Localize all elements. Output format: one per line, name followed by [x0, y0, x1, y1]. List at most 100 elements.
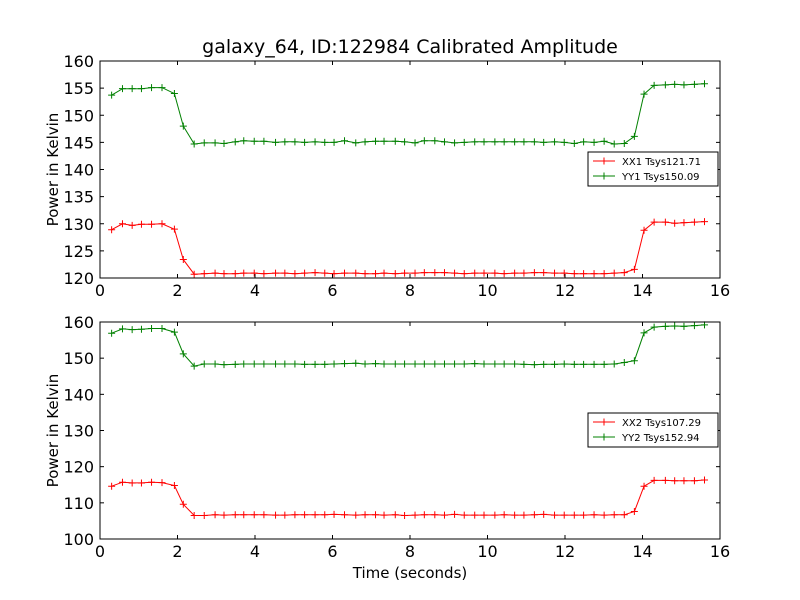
data-point: [372, 270, 380, 278]
data-point: [170, 225, 178, 233]
data-point: [460, 360, 468, 368]
data-point: [480, 138, 488, 146]
data-point: [690, 477, 698, 485]
series-line-1-2: [111, 83, 705, 145]
data-point: [118, 85, 126, 93]
data-point: [108, 91, 116, 99]
data-point: [108, 329, 116, 337]
data-point: [440, 269, 448, 277]
data-point: [231, 138, 239, 146]
data-point: [570, 139, 578, 147]
data-point: [330, 270, 338, 278]
data-point: [372, 360, 380, 368]
data-point: [352, 511, 360, 519]
y-tick-label: 130: [63, 215, 94, 234]
data-point: [401, 269, 409, 277]
data-point: [250, 269, 258, 277]
data-point: [630, 132, 638, 140]
data-point: [190, 140, 198, 148]
data-point: [451, 360, 459, 368]
data-point: [570, 511, 578, 519]
data-point: [291, 138, 299, 146]
data-point: [118, 220, 126, 228]
data-point: [281, 138, 289, 146]
data-point: [431, 360, 439, 368]
data-point: [108, 226, 116, 234]
data-point: [560, 138, 568, 146]
data-point: [471, 511, 479, 519]
data-point: [260, 137, 268, 145]
data-point: [600, 511, 608, 519]
data-point: [158, 325, 166, 333]
data-point: [600, 137, 608, 145]
legend-box: [587, 151, 719, 187]
data-point: [520, 269, 528, 277]
data-point: [610, 360, 618, 368]
data-point: [511, 269, 519, 277]
y-tick-label: 160: [63, 313, 94, 332]
data-point: [500, 138, 508, 146]
chart-title: galaxy_64, ID:122984 Calibrated Amplitud…: [202, 36, 618, 58]
data-point: [440, 138, 448, 146]
data-point: [520, 138, 528, 146]
data-point: [500, 511, 508, 519]
y-tick-label: 110: [63, 494, 94, 513]
data-point: [671, 477, 679, 485]
data-point: [137, 479, 145, 487]
legend-label: XX2 Tsys107.29: [622, 418, 701, 429]
data-point: [671, 322, 679, 330]
x-tick-label: 0: [95, 281, 105, 300]
data-point: [108, 482, 116, 490]
data-point: [118, 478, 126, 486]
data-point: [391, 360, 399, 368]
data-point: [431, 137, 439, 145]
y-tick-label: 120: [63, 458, 94, 477]
y-axis-label: Power in Kelvin: [44, 374, 62, 488]
data-point: [137, 325, 145, 333]
x-tick-label: 12: [555, 281, 575, 300]
data-point: [630, 508, 638, 516]
data-point: [231, 270, 239, 278]
data-point: [391, 137, 399, 145]
data-point: [200, 270, 208, 278]
legend: XX1 Tsys121.71 YY1 Tsys150.09: [587, 151, 719, 187]
data-point: [380, 360, 388, 368]
x-tick-label: 2: [172, 542, 182, 561]
x-tick-label: 4: [250, 542, 260, 561]
x-tick-label: 2: [172, 281, 182, 300]
data-point: [500, 270, 508, 278]
data-point: [580, 511, 588, 519]
chart-panel-1: 0 2 4 6 8 10 12 14 16 120 125 130 135 140 145 150 155 160…: [44, 52, 730, 300]
data-point: [610, 511, 618, 519]
x-tick-label: 10: [477, 542, 497, 561]
data-point: [420, 360, 428, 368]
data-point: [179, 256, 187, 264]
data-point: [471, 138, 479, 146]
data-point: [560, 511, 568, 519]
data-point: [701, 476, 708, 484]
data-point: [352, 359, 360, 367]
data-point: [540, 360, 548, 368]
data-point: [272, 511, 280, 519]
data-point: [420, 137, 428, 145]
data-point: [250, 511, 258, 519]
data-point: [231, 360, 239, 368]
y-tick-label: 160: [63, 52, 94, 71]
data-point: [148, 220, 156, 228]
data-point: [128, 326, 136, 334]
data-point: [530, 138, 538, 146]
data-point: [401, 138, 409, 146]
data-point: [411, 360, 419, 368]
data-point: [440, 360, 448, 368]
y-tick-label: 130: [63, 422, 94, 441]
data-point: [341, 137, 349, 145]
data-point: [361, 138, 369, 146]
x-axis-label: Time (seconds): [352, 564, 468, 582]
data-point: [471, 360, 479, 368]
data-point: [661, 322, 669, 330]
data-point: [540, 510, 548, 518]
data-point: [220, 511, 228, 519]
data-point: [650, 323, 658, 331]
data-point: [281, 360, 289, 368]
